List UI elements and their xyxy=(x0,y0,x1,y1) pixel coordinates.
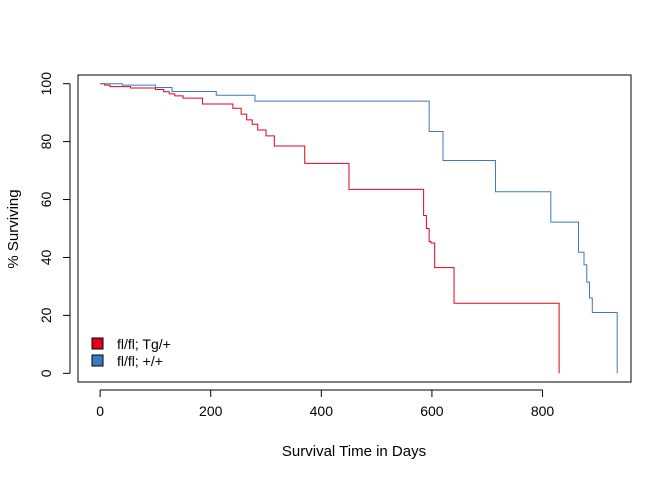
y-axis: 0 20 40 60 80 100 xyxy=(38,72,71,377)
legend-swatch xyxy=(91,337,104,350)
y-tick-label: 60 xyxy=(38,192,54,208)
y-tick-label: 100 xyxy=(38,72,54,96)
legend: fl/fl; Tg/+fl/fl; +/+ xyxy=(91,336,171,369)
x-tick-label: 400 xyxy=(310,403,334,419)
y-tick-label: 80 xyxy=(38,134,54,150)
legend-swatch xyxy=(91,354,104,367)
series-line-2 xyxy=(100,83,618,374)
series-layer xyxy=(100,83,618,374)
x-axis-title: Survival Time in Days xyxy=(282,443,426,460)
y-tick-label: 20 xyxy=(38,307,54,323)
series-line-1 xyxy=(100,83,560,374)
plot-frame xyxy=(77,74,632,383)
legend-label: fl/fl; +/+ xyxy=(117,353,163,369)
y-axis-title: % Surviving xyxy=(5,189,22,268)
y-tick-label: 40 xyxy=(38,249,54,265)
legend-label: fl/fl; Tg/+ xyxy=(117,336,171,352)
y-tick-label: 0 xyxy=(38,369,54,377)
x-tick-label: 200 xyxy=(199,403,223,419)
x-tick-label: 600 xyxy=(420,403,444,419)
x-axis: 0 200 400 600 800 xyxy=(96,389,555,419)
x-tick-label: 800 xyxy=(531,403,555,419)
x-tick-label: 0 xyxy=(96,403,104,419)
